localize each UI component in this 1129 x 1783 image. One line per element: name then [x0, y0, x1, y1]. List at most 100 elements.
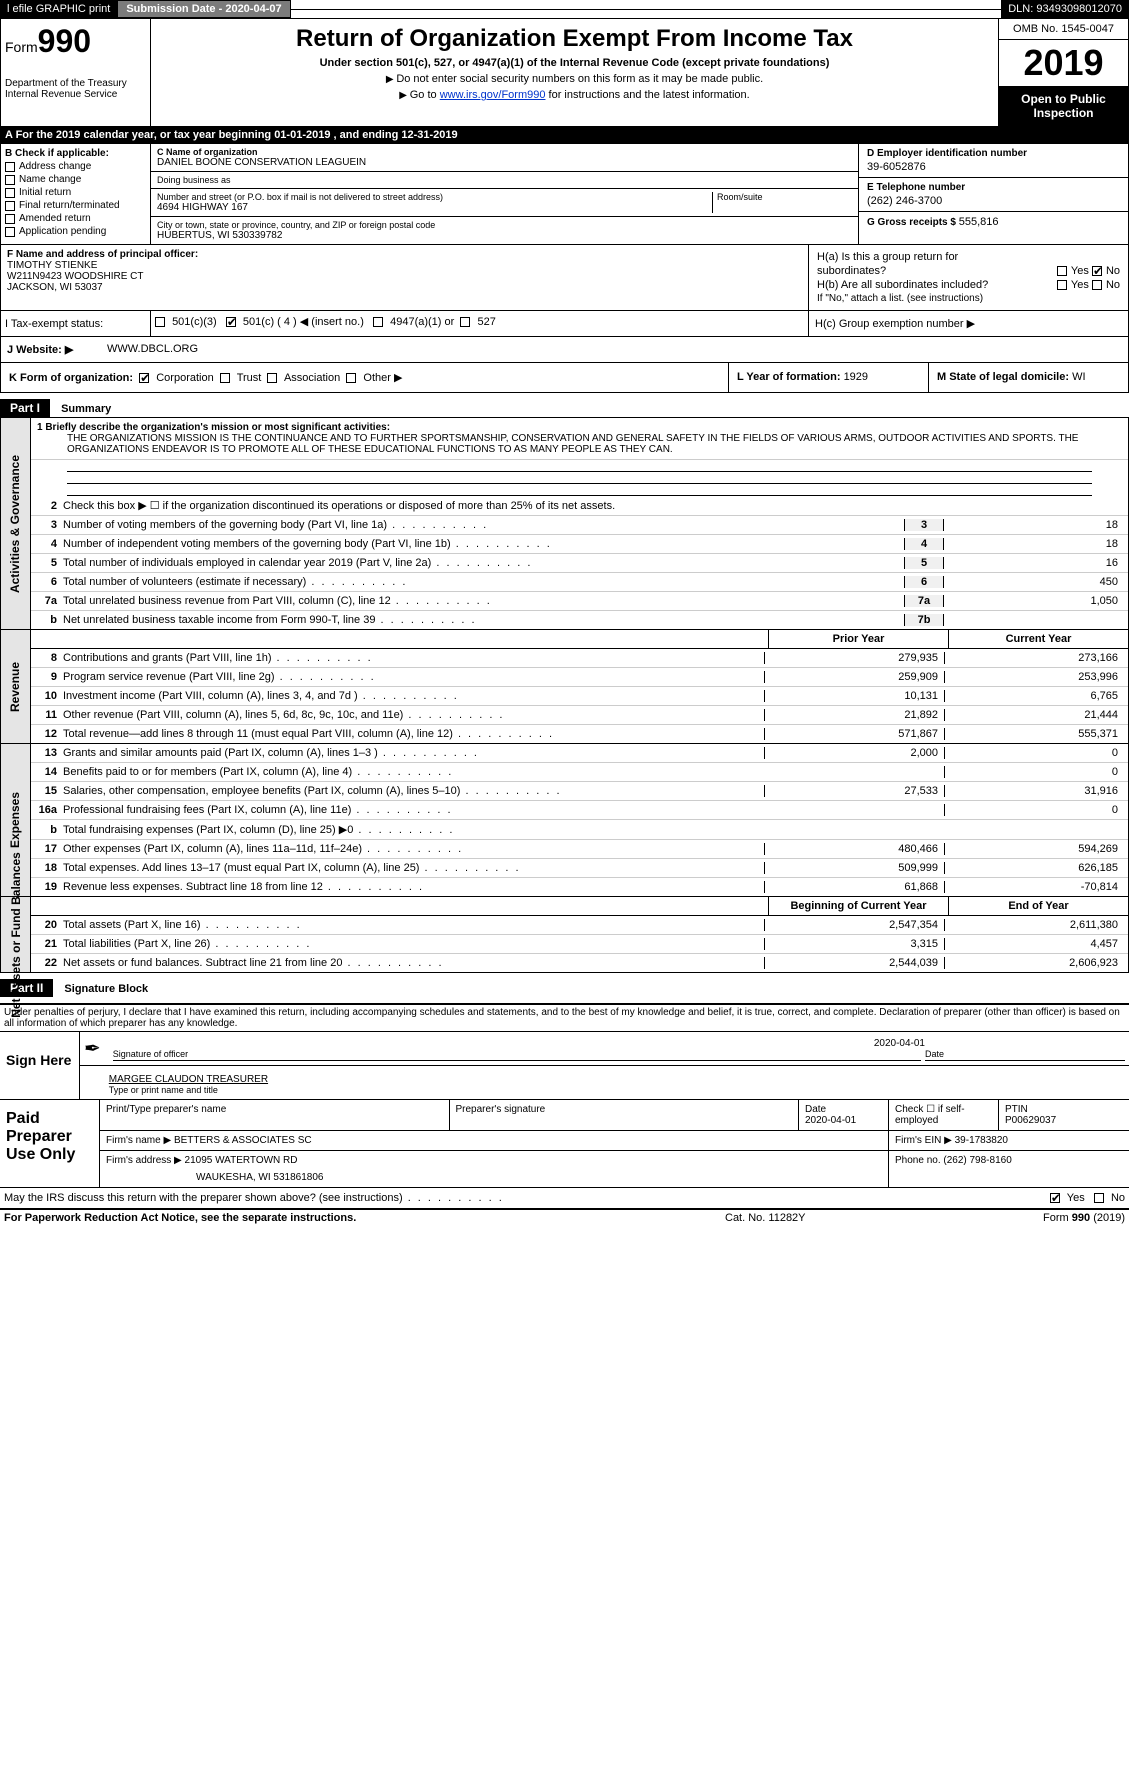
ln-b: b — [35, 824, 63, 836]
ha-row: H(a) Is this a group return for — [817, 251, 1120, 263]
line2: 2 Check this box ▶ ☐ if the organization… — [31, 496, 1128, 516]
discuss-yes: Yes — [1067, 1192, 1085, 1204]
firm-name-val: BETTERS & ASSOCIATES SC — [174, 1135, 312, 1146]
expenses-body: 13 Grants and similar amounts paid (Part… — [31, 744, 1128, 896]
val-5: 16 — [944, 557, 1124, 569]
ha-yes-chk[interactable] — [1057, 266, 1067, 276]
submission-date: Submission Date - 2020-04-07 — [117, 0, 290, 18]
numbox-7a: 7a — [904, 595, 944, 607]
ln-21: 21 — [35, 938, 63, 950]
chk-pending-lbl: Application pending — [19, 226, 106, 237]
c-street-row: Number and street (or P.O. box if mail i… — [151, 189, 858, 217]
501c3-lbl: 501(c)(3) — [172, 316, 217, 328]
line-11: 11 Other revenue (Part VIII, column (A),… — [31, 706, 1128, 725]
discuss-no-chk[interactable] — [1094, 1193, 1104, 1203]
numbox-3: 3 — [904, 519, 944, 531]
cur-16a: 0 — [944, 804, 1124, 816]
sign-row: Sign Here ✒ 2020-04-01 Signature of offi… — [0, 1031, 1129, 1100]
officer-addr1: W211N9423 WOODSHIRE CT — [7, 271, 802, 282]
part2-title: Signature Block — [56, 981, 156, 997]
chk-501c3[interactable] — [155, 317, 165, 327]
desc-17: Other expenses (Part IX, column (A), lin… — [63, 843, 764, 855]
firm-addr-val: 21095 WATERTOWN RD — [185, 1155, 298, 1166]
goto-pre: Go to — [410, 89, 440, 101]
ha-yes: Yes — [1071, 265, 1089, 277]
gross-val: 555,816 — [959, 216, 999, 228]
desc-21: Total liabilities (Part X, line 26) — [63, 938, 764, 950]
name-lbl: C Name of organization — [157, 147, 852, 157]
tax-year: 2019 — [999, 40, 1128, 86]
hb-yn: Yes No — [1057, 279, 1120, 291]
l-lbl: L Year of formation: — [737, 371, 844, 383]
val-4: 18 — [944, 538, 1124, 550]
website-val: WWW.DBCL.ORG — [101, 337, 1128, 362]
chk-501c[interactable] — [226, 317, 236, 327]
ha2-lbl: subordinates? — [817, 265, 886, 277]
discuss-yes-chk[interactable] — [1050, 1193, 1060, 1203]
chk-pending[interactable]: Application pending — [5, 226, 146, 237]
ln-17: 17 — [35, 843, 63, 855]
chk-other[interactable] — [346, 373, 356, 383]
cur-21: 4,457 — [944, 938, 1124, 950]
netassets-body: Beginning of Current Year End of Year 20… — [31, 897, 1128, 972]
firm-addr-lbl: Firm's address ▶ — [106, 1155, 185, 1166]
perjury-text: Under penalties of perjury, I declare th… — [0, 1005, 1129, 1031]
chk-address[interactable]: Address change — [5, 161, 146, 172]
desc-13: Grants and similar amounts paid (Part IX… — [63, 747, 764, 759]
chk-corp[interactable] — [139, 373, 149, 383]
desc-20: Total assets (Part X, line 16) — [63, 919, 764, 931]
hdr-begin: Beginning of Current Year — [768, 897, 948, 915]
hb-note-row: If "No," attach a list. (see instruction… — [817, 293, 1120, 304]
ha-no-chk[interactable] — [1092, 266, 1102, 276]
sign-body: ✒ 2020-04-01 Signature of officer Date ✒… — [80, 1032, 1129, 1099]
chk-527[interactable] — [460, 317, 470, 327]
hb-no-chk[interactable] — [1092, 280, 1102, 290]
chk-final[interactable]: Final return/terminated — [5, 200, 146, 211]
ein-lbl: D Employer identification number — [867, 148, 1120, 159]
street-lbl: Number and street (or P.O. box if mail i… — [157, 192, 708, 202]
cur-10: 6,765 — [944, 690, 1124, 702]
firm-name-cell: Firm's name ▶ BETTERS & ASSOCIATES SC — [100, 1131, 889, 1150]
chk-initial-lbl: Initial return — [19, 187, 71, 198]
ln-18: 18 — [35, 862, 63, 874]
discuss-row: May the IRS discuss this return with the… — [0, 1188, 1129, 1210]
revenue-body: Prior Year Current Year 8 Contributions … — [31, 630, 1128, 743]
desc-10: Investment income (Part VIII, column (A)… — [63, 690, 764, 702]
chk-4947[interactable] — [373, 317, 383, 327]
goto-text: ▶ Go to www.irs.gov/Form990 for instruct… — [161, 89, 988, 101]
line-b: b Net unrelated business taxable income … — [31, 611, 1128, 629]
assoc-lbl: Association — [284, 372, 340, 384]
cur-17: 594,269 — [944, 843, 1124, 855]
cur-8: 273,166 — [944, 652, 1124, 664]
hb-yes-chk[interactable] — [1057, 280, 1067, 290]
desc-14: Benefits paid to or for members (Part IX… — [63, 766, 764, 778]
line-22: 22 Net assets or fund balances. Subtract… — [31, 954, 1128, 972]
chk-assoc[interactable] — [267, 373, 277, 383]
chk-trust[interactable] — [220, 373, 230, 383]
hc-row: H(c) Group exemption number ▶ — [808, 311, 1128, 336]
line2-n: 2 — [35, 500, 63, 512]
firm-phone-cell: Phone no. (262) 798-8160 — [889, 1151, 1129, 1187]
ha-yn: Yes No — [1057, 265, 1120, 277]
c-dba-row: Doing business as — [151, 172, 858, 189]
prior-15: 27,533 — [764, 785, 944, 797]
527-lbl: 527 — [477, 316, 495, 328]
line-17: 17 Other expenses (Part IX, column (A), … — [31, 840, 1128, 859]
chk-amended[interactable]: Amended return — [5, 213, 146, 224]
chk-initial[interactable]: Initial return — [5, 187, 146, 198]
ptin-lbl: PTIN — [1005, 1104, 1123, 1115]
hb-yes: Yes — [1071, 279, 1089, 291]
goto-link[interactable]: www.irs.gov/Form990 — [440, 89, 546, 101]
line-18: 18 Total expenses. Add lines 13–17 (must… — [31, 859, 1128, 878]
corp-lbl: Corporation — [156, 372, 213, 384]
line-19: 19 Revenue less expenses. Subtract line … — [31, 878, 1128, 896]
desc-7a: Total unrelated business revenue from Pa… — [63, 595, 904, 607]
cur-14: 0 — [944, 766, 1124, 778]
chk-name[interactable]: Name change — [5, 174, 146, 185]
side-revenue: Revenue — [1, 630, 31, 743]
room-lbl: Room/suite — [717, 192, 852, 202]
desc-3: Number of voting members of the governin… — [63, 519, 904, 531]
open-public: Open to Public Inspection — [999, 86, 1128, 126]
part1-header-row: Part I Summary — [0, 393, 1129, 417]
mission-lbl: 1 Briefly describe the organization's mi… — [37, 422, 1124, 433]
